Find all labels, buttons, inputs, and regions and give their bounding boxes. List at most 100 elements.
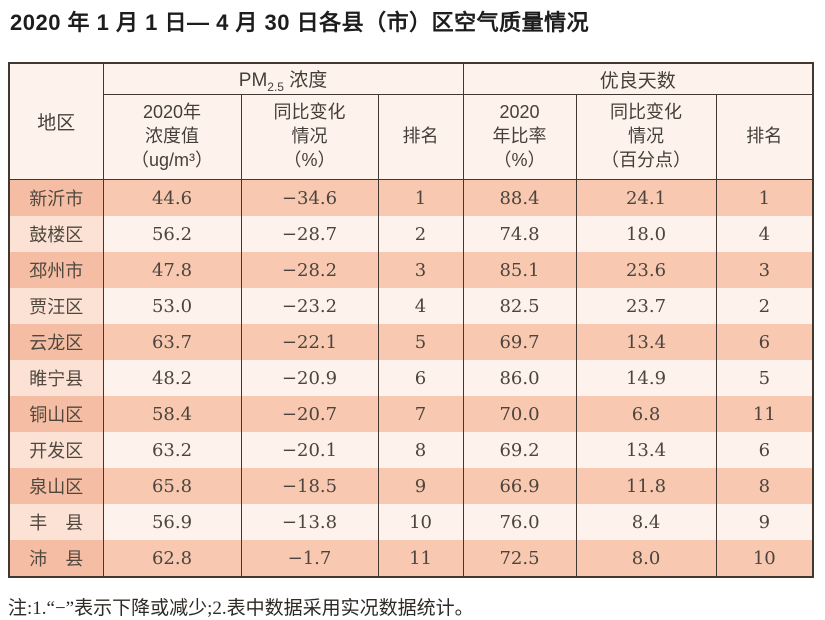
region-cell: 鼓楼区 (8, 216, 104, 252)
gd-ratio-cell: 69.7 (462, 324, 577, 360)
table-row: 铜山区 58.4 −20.7 7 70.0 6.8 11 (8, 396, 814, 432)
pm-rank-cell: 1 (377, 179, 464, 216)
pm25-label-subscript: 2.5 (267, 79, 284, 94)
table-row: 泉山区 65.8 −18.5 9 66.9 11.8 8 (8, 468, 814, 504)
pm-value-cell: 56.2 (102, 216, 242, 252)
gd-rank-cell: 11 (715, 396, 814, 432)
pm-change-cell: −13.8 (240, 504, 379, 540)
table-row: 沛 县 62.8 −1.7 11 72.5 8.0 10 (8, 540, 814, 577)
column-header-pm-value: 2020年 浓度值 （ug/m³） (102, 94, 242, 180)
pm-value-cell: 63.2 (102, 432, 242, 468)
gd-change-cell: 8.0 (575, 540, 717, 577)
pm-change-cell: −20.1 (240, 432, 379, 468)
pm-change-cell: −22.1 (240, 324, 379, 360)
pm-rank-cell: 7 (377, 396, 464, 432)
gd-rank-cell: 6 (715, 432, 814, 468)
region-cell: 新沂市 (8, 179, 104, 216)
gd-ratio-cell: 86.0 (462, 360, 577, 396)
table-row: 开发区 63.2 −20.1 8 69.2 13.4 6 (8, 432, 814, 468)
gd-change-cell: 13.4 (575, 432, 717, 468)
gd-change-cell: 6.8 (575, 396, 717, 432)
pm-rank-cell: 10 (377, 504, 464, 540)
gd-ratio-cell: 85.1 (462, 252, 577, 288)
pm-value-cell: 65.8 (102, 468, 242, 504)
column-header-region: 地区 (8, 63, 104, 180)
pm-value-cell: 47.8 (102, 252, 242, 288)
pm-rank-cell: 9 (377, 468, 464, 504)
region-cell: 沛 县 (8, 540, 104, 577)
pm-change-cell: −20.9 (240, 360, 379, 396)
column-header-gd-rank: 排名 (715, 94, 814, 180)
table-row: 睢宁县 48.2 −20.9 6 86.0 14.9 5 (8, 360, 814, 396)
gd-rank-cell: 8 (715, 468, 814, 504)
page-title: 2020 年 1 月 1 日— 4 月 30 日各县（市）区空气质量情况 (10, 10, 590, 35)
gd-ratio-cell: 88.4 (462, 179, 577, 216)
table-row: 云龙区 63.7 −22.1 5 69.7 13.4 6 (8, 324, 814, 360)
air-quality-table: 地区 PM2.5 浓度 优良天数 2020年 浓度值 （ug/m³） 同比变化 … (8, 62, 815, 578)
gd-rank-cell: 4 (715, 216, 814, 252)
pm-rank-cell: 3 (377, 252, 464, 288)
pm25-label-prefix: PM (238, 69, 268, 91)
table-row: 新沂市 44.6 −34.6 1 88.4 24.1 1 (8, 179, 814, 216)
pm-value-cell: 53.0 (102, 288, 242, 324)
gd-rank-cell: 9 (715, 504, 814, 540)
pm-value-cell: 58.4 (102, 396, 242, 432)
table-row: 贾汪区 53.0 −23.2 4 82.5 23.7 2 (8, 288, 814, 324)
gd-change-cell: 23.7 (575, 288, 717, 324)
table-row: 鼓楼区 56.2 −28.7 2 74.8 18.0 4 (8, 216, 814, 252)
table-body: 新沂市 44.6 −34.6 1 88.4 24.1 1 鼓楼区 56.2 −28.7 2 74.8 1… (8, 179, 814, 577)
gd-ratio-cell: 66.9 (462, 468, 577, 504)
pm-rank-cell: 6 (377, 360, 464, 396)
pm-value-cell: 62.8 (102, 540, 242, 577)
region-cell: 云龙区 (8, 324, 104, 360)
pm-rank-cell: 4 (377, 288, 464, 324)
pm-value-cell: 56.9 (102, 504, 242, 540)
gd-ratio-cell: 76.0 (462, 504, 577, 540)
region-cell: 丰 县 (8, 504, 104, 540)
gd-rank-cell: 6 (715, 324, 814, 360)
region-cell: 开发区 (8, 432, 104, 468)
gd-ratio-cell: 72.5 (462, 540, 577, 577)
table-row: 丰 县 56.9 −13.8 10 76.0 8.4 9 (8, 504, 814, 540)
pm-change-cell: −1.7 (240, 540, 379, 577)
gd-ratio-cell: 70.0 (462, 396, 577, 432)
gd-change-cell: 13.4 (575, 324, 717, 360)
group-header-good-days: 优良天数 (462, 63, 814, 95)
gd-change-cell: 8.4 (575, 504, 717, 540)
pm-change-cell: −34.6 (240, 179, 379, 216)
gd-change-cell: 24.1 (575, 179, 717, 216)
pm-rank-cell: 11 (377, 540, 464, 577)
gd-ratio-cell: 69.2 (462, 432, 577, 468)
table-header-sub-row: 2020年 浓度值 （ug/m³） 同比变化 情况 （%） 排名 2020 年比… (9, 94, 814, 180)
gd-ratio-cell: 82.5 (462, 288, 577, 324)
gd-change-cell: 14.9 (575, 360, 717, 396)
table-row: 邳州市 47.8 −28.2 3 85.1 23.6 3 (8, 252, 814, 288)
pm-value-cell: 63.7 (102, 324, 242, 360)
pm-change-cell: −28.2 (240, 252, 379, 288)
region-cell: 贾汪区 (8, 288, 104, 324)
gd-rank-cell: 2 (715, 288, 814, 324)
table-header: 地区 PM2.5 浓度 优良天数 2020年 浓度值 （ug/m³） 同比变化 … (8, 63, 814, 180)
gd-change-cell: 11.8 (575, 468, 717, 504)
gd-rank-cell: 5 (715, 360, 814, 396)
column-header-gd-ratio: 2020 年比率 （%） (462, 94, 577, 180)
pm-value-cell: 48.2 (102, 360, 242, 396)
column-header-pm-rank: 排名 (377, 94, 464, 180)
pm-change-cell: −28.7 (240, 216, 379, 252)
pm-change-cell: −18.5 (240, 468, 379, 504)
pm25-label-suffix: 浓度 (283, 69, 328, 91)
table-header-group-row: 地区 PM2.5 浓度 优良天数 (8, 63, 814, 180)
footnote: 注:1.“−”表示下降或减少;2.表中数据采用实况数据统计。 (8, 598, 474, 619)
region-cell: 泉山区 (8, 468, 104, 504)
region-cell: 睢宁县 (8, 360, 104, 396)
gd-rank-cell: 3 (715, 252, 814, 288)
pm-value-cell: 44.6 (102, 179, 242, 216)
pm-rank-cell: 5 (377, 324, 464, 360)
pm-change-cell: −23.2 (240, 288, 379, 324)
gd-rank-cell: 1 (715, 179, 814, 216)
gd-ratio-cell: 74.8 (462, 216, 577, 252)
gd-change-cell: 23.6 (575, 252, 717, 288)
gd-change-cell: 18.0 (575, 216, 717, 252)
gd-rank-cell: 10 (715, 540, 814, 577)
group-header-pm25: PM2.5 浓度 (102, 63, 464, 95)
